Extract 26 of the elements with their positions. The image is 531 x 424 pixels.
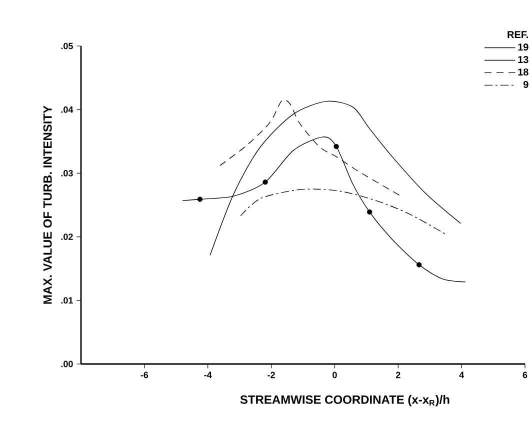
x-tick-label: -6 <box>140 372 148 378</box>
legend-label: 13 <box>518 56 528 64</box>
line-series <box>240 188 446 235</box>
x-tick-label: 0 <box>332 372 337 378</box>
legend-label: 9 <box>523 80 528 88</box>
y-tick-label: .03 <box>61 170 73 176</box>
x-tick-label: 2 <box>396 372 400 378</box>
y-tick-label: .04 <box>61 106 74 113</box>
x-tick-label: -2 <box>268 372 275 378</box>
x-axis-title: STREAMWISE COORDINATE (x-x$_{R}$)/h <box>240 395 450 406</box>
point <box>366 209 372 215</box>
x-tick-label: -4 <box>204 372 212 378</box>
y-tick-label: .05 <box>61 42 73 50</box>
legend-label: 19 <box>518 44 528 51</box>
point <box>262 180 268 185</box>
y-tick-label: .02 <box>61 234 73 240</box>
x-tick-label: 4 <box>459 372 464 378</box>
y-tick-label: .01 <box>61 297 73 304</box>
y-axis-title: MAX. VALUE OF TURB. INTENSITY <box>43 106 52 304</box>
legend-title: REF. <box>508 31 528 38</box>
point <box>416 262 422 268</box>
point <box>334 144 339 150</box>
x-tick-label: 6 <box>522 372 528 378</box>
legend-label: 18 <box>518 68 528 76</box>
point <box>197 196 203 202</box>
y-tick-label: .00 <box>61 360 73 368</box>
